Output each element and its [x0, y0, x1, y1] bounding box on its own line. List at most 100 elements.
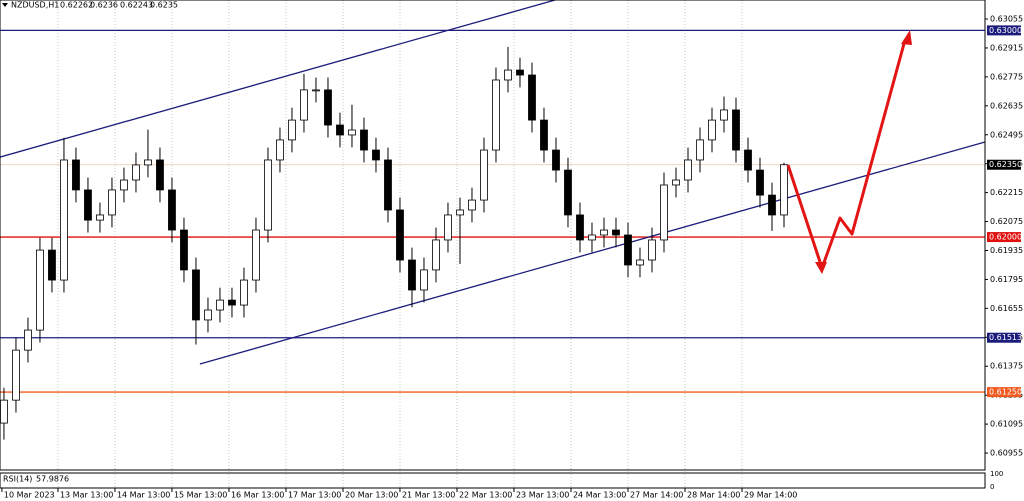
- candle: [696, 127, 704, 173]
- candle-body: [780, 164, 788, 216]
- candle-body: [732, 109, 740, 151]
- level-label-text: 0.62000: [989, 233, 1022, 242]
- candle-body: [432, 239, 440, 271]
- y-tick-label: 0.63055: [990, 15, 1023, 24]
- candle-body: [180, 229, 188, 271]
- candle-body: [756, 169, 764, 196]
- level-label-bg: [987, 332, 1021, 343]
- candle-body: [552, 149, 560, 171]
- candle: [120, 167, 128, 203]
- candle: [60, 137, 68, 293]
- candle-body: [516, 69, 524, 76]
- candle-body: [696, 139, 704, 161]
- trendline: [199, 141, 986, 365]
- candle: [396, 197, 404, 273]
- candle: [24, 317, 32, 363]
- candle: [444, 202, 452, 253]
- candle: [180, 217, 188, 283]
- candle: [372, 137, 380, 173]
- candle-body: [192, 269, 200, 321]
- candle-body: [672, 179, 680, 186]
- indicator-tick-label: 0: [990, 483, 994, 491]
- level-label-text: 0.61250: [989, 388, 1022, 397]
- y-tick-label: 0.62215: [990, 188, 1023, 197]
- candle-body: [768, 194, 776, 216]
- candle: [648, 227, 656, 273]
- main-frame: [0, 0, 986, 471]
- candle-body: [540, 119, 548, 151]
- candle: [192, 257, 200, 345]
- menu-triangle[interactable]: [2, 3, 8, 7]
- candle-body: [744, 149, 752, 171]
- candle: [216, 287, 224, 323]
- candle-body: [372, 149, 380, 161]
- symbol: NZDUSD,H1: [11, 1, 59, 10]
- forecast-arrow: [786, 30, 912, 274]
- candle-body: [276, 139, 284, 161]
- x-tick-label: 13 Mar 13:00: [60, 491, 113, 500]
- candle: [672, 167, 680, 198]
- candle: [528, 62, 536, 133]
- candle-body: [228, 299, 236, 306]
- candle-body: [72, 159, 80, 191]
- candle-body: [312, 89, 320, 92]
- candle: [288, 107, 296, 153]
- x-tick-label: 15 Mar 13:00: [174, 491, 227, 500]
- candle: [768, 182, 776, 231]
- candle-body: [288, 119, 296, 141]
- candle-body: [360, 129, 368, 151]
- candle: [324, 77, 332, 138]
- candle: [660, 172, 668, 253]
- candle: [360, 117, 368, 163]
- candle-body: [384, 159, 392, 211]
- candle-body: [252, 229, 260, 281]
- y-tick-label: 0.62075: [990, 217, 1023, 226]
- candle-body: [48, 249, 56, 281]
- quote-close: 0.6235: [150, 1, 178, 10]
- y-tick-label: 0.62635: [990, 101, 1023, 110]
- candle-body: [216, 299, 224, 311]
- candle-body: [96, 214, 104, 221]
- x-tick-label: 28 Mar 14:00: [687, 491, 740, 500]
- current-price-label: 0.62350: [987, 159, 1022, 170]
- candle: [600, 217, 608, 248]
- y-tick-label: 0.61935: [990, 246, 1023, 255]
- candle-body: [120, 179, 128, 191]
- candle: [636, 247, 644, 278]
- candle: [408, 247, 416, 308]
- candle: [720, 96, 728, 133]
- y-tick-label: 0.62495: [990, 130, 1023, 139]
- candle-body: [324, 89, 332, 126]
- candle-body: [0, 399, 8, 424]
- x-tick-label: 10 Mar 2023: [4, 491, 55, 500]
- candle-body: [456, 209, 464, 216]
- current-price-label-bg: [987, 159, 1021, 170]
- candle: [336, 112, 344, 148]
- candle-body: [300, 89, 308, 121]
- indicator-tick-label: 100: [990, 470, 1003, 478]
- candle: [348, 104, 356, 148]
- candle: [576, 202, 584, 253]
- candle: [156, 147, 164, 203]
- x-tick-label: 20 Mar 13:00: [345, 491, 398, 500]
- current-price-label-text: 0.62350: [989, 160, 1022, 169]
- x-tick-label: 21 Mar 13:00: [402, 491, 455, 500]
- candle-body: [348, 129, 356, 136]
- level-label: 0.61250: [987, 387, 1022, 398]
- candle-body: [612, 229, 620, 236]
- candle-body: [684, 159, 692, 181]
- candle-body: [108, 189, 116, 216]
- x-tick-label: 22 Mar 13:00: [459, 491, 512, 500]
- indicator-name: RSI(14): [3, 475, 32, 484]
- candle: [516, 57, 524, 88]
- trendline: [0, 0, 556, 158]
- candle: [480, 137, 488, 213]
- candle-body: [528, 74, 536, 121]
- axis-layer: 0.63055 0.62915 0.62775 0.62635 0.62495 0.623…: [1, 15, 1023, 500]
- candle-body: [720, 109, 728, 121]
- grid-layer: [57, 0, 743, 488]
- candle: [612, 217, 620, 248]
- candle: [588, 222, 596, 253]
